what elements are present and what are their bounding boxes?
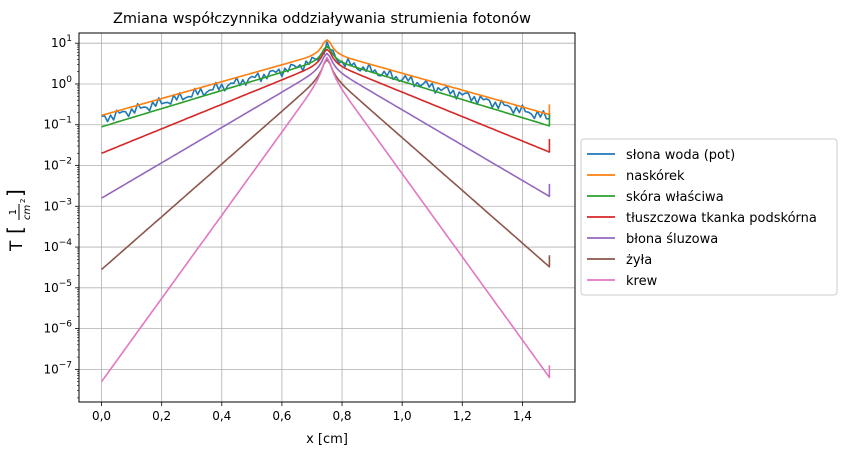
x-tick-label: 1,0: [393, 409, 412, 423]
legend-label-6: krew: [626, 274, 658, 289]
x-tick-label: 0,2: [152, 409, 171, 423]
y-axis-label: T [ 1 cm 2 ]: [3, 189, 33, 252]
y-tick-label: 10−7: [43, 360, 72, 376]
series-line-3: [101, 48, 551, 155]
y-tick-label: 10−1: [43, 116, 72, 132]
x-tick-label: 0,8: [332, 409, 351, 423]
plot-frame: [78, 32, 576, 403]
x-tick-label: 0,4: [212, 409, 231, 423]
y-tick-label: 10−6: [43, 320, 72, 336]
y-axis-label-numerator: 1: [8, 209, 19, 215]
y-tick-label: 10−4: [43, 238, 72, 254]
legend-label-4: błona śluzowa: [626, 232, 718, 247]
x-axis-label: x [cm]: [306, 432, 348, 447]
legend-label-1: naskórek: [626, 169, 685, 184]
legend-label-2: skóra właściwa: [626, 190, 724, 205]
legend-box: [580, 138, 838, 296]
x-tick-label: 1,2: [453, 409, 472, 423]
series-line-1: [101, 39, 551, 117]
y-tick-label: 10−2: [43, 157, 72, 173]
chart-title: Zmiana współczynnika oddziaływania strum…: [113, 11, 531, 27]
series-group: [100, 39, 551, 383]
y-axis-label-denominator: cm: [22, 205, 33, 220]
x-axis-ticks: 0,0 0,2 0,4 0,6 0,8 1,0 1,2 1,4: [92, 402, 532, 423]
y-tick-label: 10−5: [43, 279, 72, 295]
legend-label-3: tłuszczowa tkanka podskórna: [626, 211, 817, 226]
y-axis-label-text: T: [7, 240, 27, 252]
legend-label-0: słona woda (pot): [626, 148, 735, 163]
series-line-2: [101, 45, 551, 128]
y-tick-label: 100: [51, 75, 72, 91]
y-tick-label: 101: [51, 34, 72, 50]
y-axis-ticks: 101 100 10−1 10−2 10−3 10−4 10−5 10−6 10−7: [43, 34, 79, 399]
y-tick-label: 10−3: [43, 197, 72, 213]
y-axis-label-bracket-left: [: [3, 226, 27, 234]
y-axis-label-bracket-right: ]: [3, 189, 27, 197]
series-line-5: [100, 58, 551, 271]
x-tick-label: 0,6: [272, 409, 291, 423]
legend: słona woda (pot) naskórek skóra właściwa tł…: [580, 138, 838, 296]
grid-lines: [79, 33, 575, 402]
y-axis-label-exponent: 2: [19, 199, 27, 203]
legend-label-5: żyła: [626, 253, 652, 268]
x-tick-label: 1,4: [513, 409, 532, 423]
series-line-6: [100, 56, 551, 383]
series-line-4: [101, 52, 551, 199]
x-tick-label: 0,0: [92, 409, 111, 423]
